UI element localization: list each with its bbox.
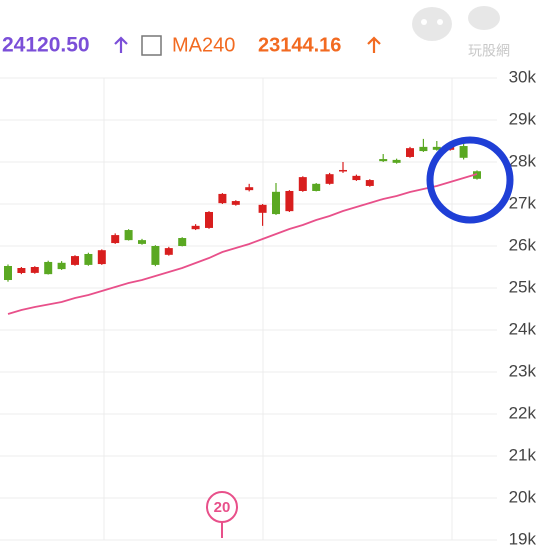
candle-body [151,246,160,265]
candle-body [44,261,53,275]
candle-body [406,148,414,157]
candle-body [30,267,39,273]
up-arrow [367,36,381,53]
candle-body [218,193,227,204]
candle-body [339,169,347,172]
y-tick-label: 26k [509,235,537,254]
candle-body [312,183,321,191]
y-tick-label: 28k [509,151,537,170]
y-tick-label: 29k [509,109,537,128]
candle-body [191,225,200,230]
watermark-text: 玩股網 [468,43,510,59]
y-tick-label: 21k [509,445,537,464]
candle-body [71,256,79,265]
candle-body [365,180,374,186]
candle-body [164,248,173,255]
candle-body [379,159,388,162]
candle-body [4,265,12,281]
y-tick-label: 20k [509,487,537,506]
candle-body [325,174,334,184]
candle-body [205,211,213,228]
y-tick-label: 22k [509,403,537,422]
candle-body [97,250,106,265]
candle-body [258,204,267,213]
ma-line [7,173,478,315]
candle-body [473,171,481,179]
highlight-circle [426,136,514,224]
candle-body [231,201,240,205]
candle-body [432,146,441,150]
ma-name: MA240 [172,34,235,56]
candle-body [111,235,120,244]
candle-body [178,238,187,246]
candle-body [84,253,93,265]
y-tick-label: 27k [509,193,537,212]
ma-value: 23144.16 [258,34,341,56]
candle-body [138,240,146,244]
y-tick-label: 30k [509,67,537,86]
plot: 30k 29k 28k 27k 26k 25k 24k 23k 22k 21k 20k 19k [0,67,536,548]
watermark-logo [412,6,500,41]
checkbox[interactable] [141,35,162,56]
y-tick-label: 19k [509,529,537,548]
last-price: 24120.50 [2,34,90,57]
y-tick-label: 24k [509,319,537,338]
candle-body [17,268,26,274]
candle-body [298,177,307,191]
candle-body [245,187,254,191]
marker-label: 20 [214,499,231,516]
candle-body [272,191,280,215]
candle-body [392,159,401,163]
candle-body [419,146,428,152]
up-arrow [114,36,128,53]
candle-body [285,190,294,212]
candle-body [459,146,468,158]
y-tick-label: 23k [509,361,537,380]
candle-body [352,175,361,181]
y-tick-label: 25k [509,277,537,296]
candle-body [124,230,133,241]
candle-body [57,262,66,270]
